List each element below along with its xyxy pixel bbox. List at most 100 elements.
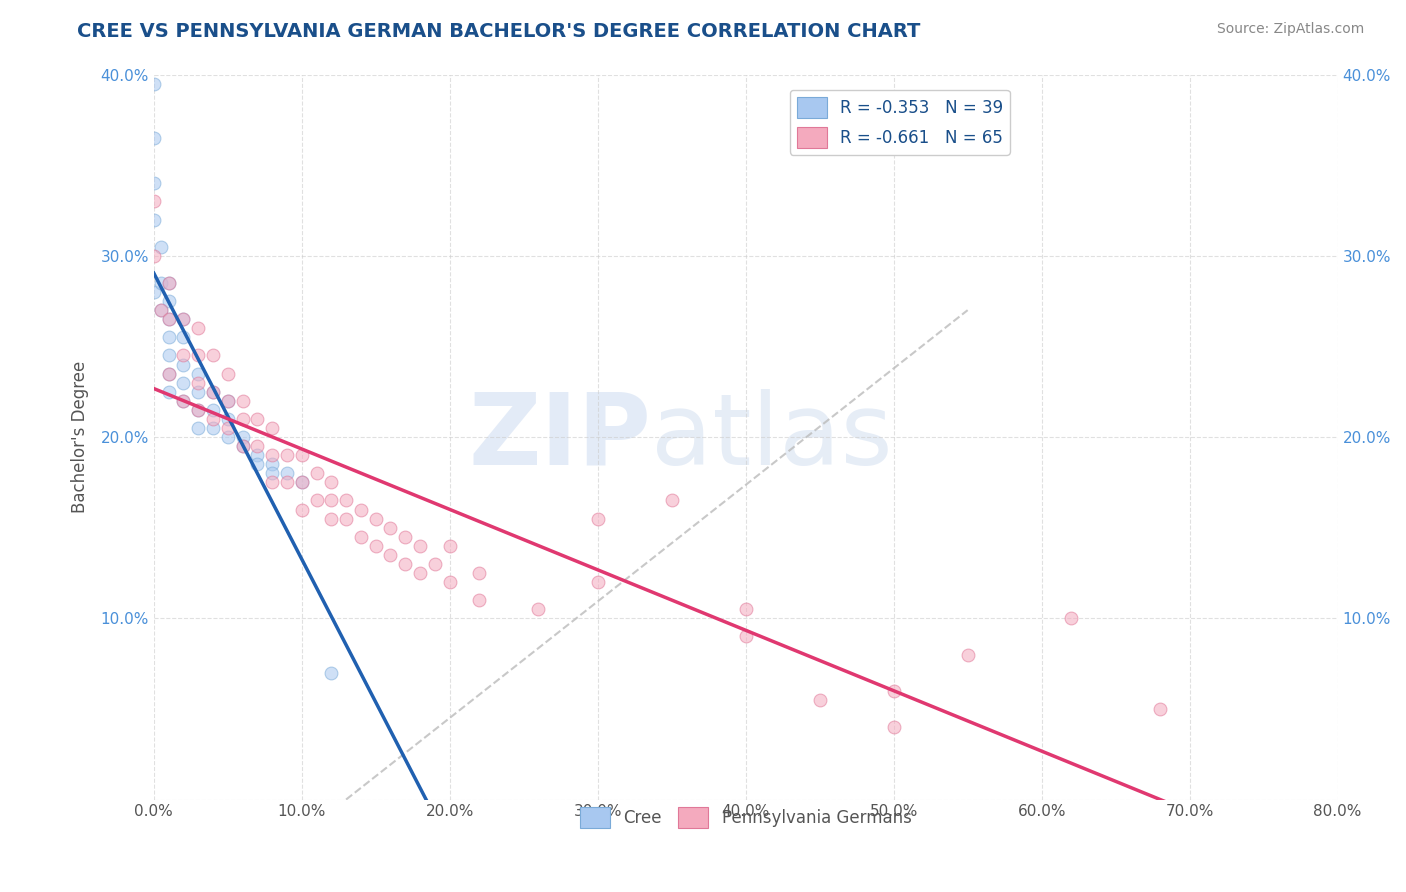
Text: ZIP: ZIP: [468, 389, 651, 485]
Point: [217, 412, 239, 426]
Point: [157, 276, 180, 290]
Point: [262, 475, 284, 490]
Point: [291, 502, 314, 516]
Point: [262, 467, 284, 481]
Point: [246, 448, 269, 462]
Point: [661, 493, 683, 508]
Point: [262, 448, 284, 462]
Point: [157, 367, 180, 381]
Point: [201, 412, 224, 426]
Point: [350, 530, 373, 544]
Point: [321, 511, 343, 525]
Point: [231, 439, 253, 453]
Point: [883, 683, 905, 698]
Point: [364, 511, 387, 525]
Point: [335, 511, 357, 525]
Point: [380, 521, 402, 535]
Point: [187, 367, 209, 381]
Point: [187, 348, 209, 362]
Point: [217, 393, 239, 408]
Point: [187, 402, 209, 417]
Point: [150, 303, 173, 318]
Point: [201, 384, 224, 399]
Point: [439, 574, 461, 589]
Point: [187, 402, 209, 417]
Point: [172, 348, 194, 362]
Point: [172, 393, 194, 408]
Point: [231, 439, 253, 453]
Point: [468, 593, 491, 607]
Point: [172, 358, 194, 372]
Point: [142, 77, 165, 91]
Point: [142, 176, 165, 190]
Point: [276, 467, 298, 481]
Point: [142, 194, 165, 209]
Point: [321, 665, 343, 680]
Point: [172, 312, 194, 326]
Point: [394, 557, 416, 571]
Point: [439, 539, 461, 553]
Point: [291, 448, 314, 462]
Point: [262, 421, 284, 435]
Point: [246, 412, 269, 426]
Point: [217, 421, 239, 435]
Point: [276, 475, 298, 490]
Point: [1149, 702, 1171, 716]
Point: [157, 367, 180, 381]
Point: [217, 367, 239, 381]
Point: [150, 303, 173, 318]
Point: [808, 693, 831, 707]
Point: [527, 602, 550, 616]
Point: [734, 629, 756, 643]
Point: [187, 384, 209, 399]
Point: [321, 475, 343, 490]
Point: [142, 131, 165, 145]
Point: [291, 475, 314, 490]
Point: [409, 539, 432, 553]
Text: CREE VS PENNSYLVANIA GERMAN BACHELOR'S DEGREE CORRELATION CHART: CREE VS PENNSYLVANIA GERMAN BACHELOR'S D…: [77, 22, 921, 41]
Point: [201, 384, 224, 399]
Point: [321, 493, 343, 508]
Point: [586, 574, 609, 589]
Point: [231, 412, 253, 426]
Point: [305, 493, 328, 508]
Point: [157, 348, 180, 362]
Point: [187, 376, 209, 390]
Point: [380, 548, 402, 562]
Point: [1060, 611, 1083, 625]
Point: [291, 475, 314, 490]
Point: [157, 330, 180, 344]
Point: [172, 376, 194, 390]
Point: [734, 602, 756, 616]
Point: [409, 566, 432, 580]
Point: [276, 448, 298, 462]
Point: [468, 566, 491, 580]
Point: [150, 276, 173, 290]
Point: [157, 312, 180, 326]
Point: [201, 421, 224, 435]
Point: [142, 285, 165, 299]
Point: [350, 502, 373, 516]
Point: [231, 430, 253, 444]
Point: [231, 393, 253, 408]
Point: [201, 402, 224, 417]
Point: [305, 467, 328, 481]
Point: [246, 457, 269, 471]
Point: [187, 321, 209, 335]
Point: [586, 511, 609, 525]
Text: Source: ZipAtlas.com: Source: ZipAtlas.com: [1216, 22, 1364, 37]
Point: [187, 421, 209, 435]
Point: [956, 648, 979, 662]
Point: [172, 393, 194, 408]
Y-axis label: Bachelor's Degree: Bachelor's Degree: [72, 361, 89, 513]
Point: [157, 384, 180, 399]
Point: [201, 348, 224, 362]
Point: [262, 457, 284, 471]
Point: [157, 312, 180, 326]
Point: [217, 393, 239, 408]
Point: [172, 330, 194, 344]
Point: [335, 493, 357, 508]
Text: atlas: atlas: [651, 389, 893, 485]
Point: [364, 539, 387, 553]
Point: [883, 720, 905, 734]
